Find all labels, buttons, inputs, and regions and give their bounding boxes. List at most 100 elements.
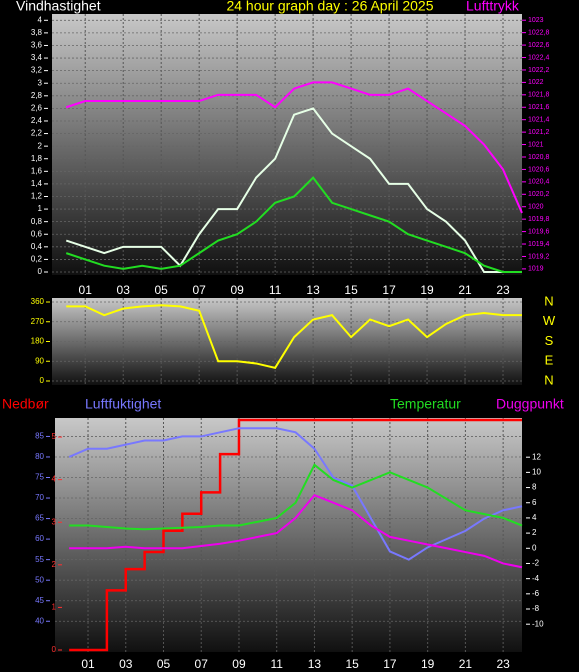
- y2-tick-label: 12: [532, 452, 541, 461]
- y-tick-label: 2,4: [31, 116, 43, 125]
- y2-tick-label: 1020,8: [528, 154, 550, 161]
- y2-tick-label: 1022,6: [528, 42, 550, 49]
- y3-tick-label: 0: [52, 645, 57, 654]
- y-tick-label: 4: [38, 15, 43, 24]
- x-tick-label: 13: [306, 283, 320, 297]
- series-line: [65, 176, 522, 273]
- x-tick-label: 05: [155, 283, 169, 297]
- y-label: Vindhastighet: [16, 0, 101, 14]
- y-tick-label: 1,4: [31, 179, 43, 188]
- x-tick-label: 09: [230, 283, 244, 297]
- y-tick-label: 3,8: [31, 28, 43, 37]
- x-tick-label: 05: [157, 657, 171, 671]
- y-tick-label: 3,2: [31, 66, 43, 75]
- y-tick-label: 2: [38, 141, 43, 150]
- y2-tick-label: 10: [532, 467, 541, 476]
- plot-area: [52, 14, 522, 275]
- y2-tick-label: -4: [532, 574, 540, 583]
- y-tick-label: 70: [35, 493, 44, 502]
- x-tick-label: 01: [79, 283, 93, 297]
- series-line: [65, 81, 523, 214]
- y-tick-label: 2,2: [31, 129, 43, 138]
- x-tick-label: 13: [308, 657, 322, 671]
- y-tick-label: 1,8: [31, 154, 43, 163]
- y-tick-label: 55: [35, 555, 44, 564]
- y2-tick-label: -6: [532, 589, 540, 598]
- x-tick-label: 21: [458, 283, 472, 297]
- legend-label: Luftfuktighet: [85, 396, 161, 412]
- y-tick-label: 0,4: [31, 242, 43, 251]
- y3-tick-label: 2: [52, 560, 57, 569]
- x-tick-label: 01: [81, 657, 95, 671]
- y-tick-label: 85: [35, 432, 44, 441]
- legend-label: Duggpunkt: [496, 396, 564, 412]
- y2-tick-label: 0: [532, 543, 537, 552]
- plot-area: [52, 298, 522, 385]
- compass-label: W: [543, 313, 556, 328]
- y-tick-label: 80: [35, 452, 44, 461]
- x-tick-label: 23: [496, 283, 510, 297]
- y-tick-label: 3,6: [31, 41, 43, 50]
- y2-tick-label: 1022,2: [528, 67, 550, 74]
- compass-label: N: [544, 293, 553, 308]
- x-tick-label: 23: [496, 657, 510, 671]
- y2-tick-label: 1019,4: [528, 241, 550, 248]
- series-line: [65, 107, 522, 273]
- x-tick-label: 03: [119, 657, 133, 671]
- y-tick-label: 3: [38, 78, 43, 87]
- y-tick-label: 270: [31, 317, 45, 326]
- y3-tick-label: 3: [52, 517, 57, 526]
- y-tick-label: 75: [35, 473, 44, 482]
- y-tick-label: 90: [35, 356, 44, 365]
- compass-label: S: [545, 333, 554, 348]
- x-tick-label: 07: [195, 657, 209, 671]
- y2-tick-label: 1020,6: [528, 166, 550, 173]
- x-tick-label: 17: [383, 657, 397, 671]
- legend-label: Nedbør: [2, 396, 49, 412]
- y2-tick-label: 1020,2: [528, 191, 550, 198]
- y2-tick-label: 1021,8: [528, 92, 550, 99]
- legend-label: Temperatur: [390, 396, 461, 412]
- y2-tick-label: 4: [532, 513, 537, 522]
- x-tick-label: 19: [420, 283, 434, 297]
- x-tick-label: 11: [270, 657, 283, 671]
- x-tick-label: 15: [346, 657, 360, 671]
- y-tick-label: 180: [31, 337, 45, 346]
- y2-tick-label: -2: [532, 559, 540, 568]
- x-tick-label: 03: [117, 283, 131, 297]
- y-tick-label: 0,6: [31, 229, 43, 238]
- y-tick-label: 2,8: [31, 91, 43, 100]
- series-line: [66, 304, 522, 369]
- y-tick-label: 0: [40, 376, 45, 385]
- y2-tick-label: 1022,8: [528, 29, 550, 36]
- y-tick-label: 0,8: [31, 217, 43, 226]
- compass-label: N: [544, 372, 553, 387]
- y2-tick-label: 1021,4: [528, 117, 550, 124]
- y2-tick-label: 1020,4: [528, 179, 550, 186]
- plot-area: [55, 418, 522, 652]
- compass-label: E: [545, 353, 554, 368]
- y2-tick-label: 1019,6: [528, 228, 550, 235]
- series-line: [68, 427, 523, 561]
- series-line: [69, 493, 523, 569]
- y2-tick-label: 1021: [528, 141, 544, 148]
- y-tick-label: 1,2: [31, 192, 43, 201]
- y3-tick-label: 1: [52, 603, 57, 612]
- y3-tick-label: 4: [52, 475, 57, 484]
- y-tick-label: 0: [38, 267, 43, 276]
- series-line: [69, 418, 522, 652]
- x-tick-label: 15: [344, 283, 358, 297]
- y2-tick-label: 1022: [528, 79, 544, 86]
- x-tick-label: 19: [421, 657, 435, 671]
- y-tick-label: 45: [35, 596, 44, 605]
- y2-tick-label: 1021,6: [528, 104, 550, 111]
- x-tick-label: 21: [459, 657, 473, 671]
- y2-tick-label: 2: [532, 528, 537, 537]
- y-tick-label: 40: [35, 616, 44, 625]
- x-tick-label: 17: [382, 283, 396, 297]
- y-tick-label: 50: [35, 575, 44, 584]
- y-tick-label: 65: [35, 514, 44, 523]
- y-tick-label: 3,4: [31, 53, 43, 62]
